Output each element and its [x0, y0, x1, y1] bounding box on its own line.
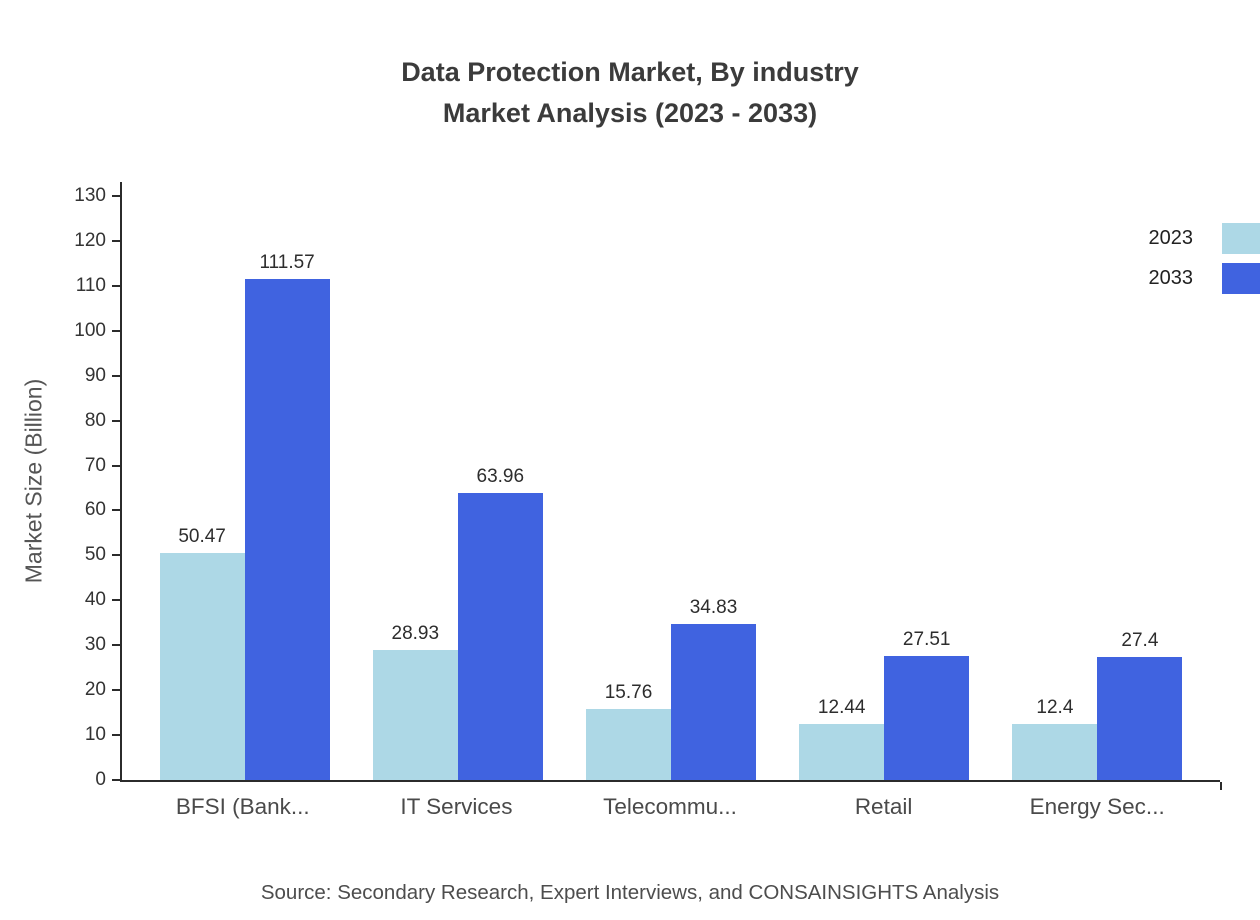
y-tick-label: 130	[74, 185, 106, 206]
bar-group: 12.44 27.51	[778, 629, 991, 780]
y-tick-mark	[112, 599, 120, 602]
y-tick-label: 20	[84, 679, 106, 701]
y-tick-mark	[112, 734, 120, 737]
bars-container: 50.47 111.57 28.93 63.96 15.76 34.83 12.44 27.5…	[122, 182, 1220, 780]
bar-2023: 15.76	[586, 682, 671, 780]
bar-group: 15.76 34.83	[564, 597, 777, 780]
y-tick-mark	[112, 374, 120, 377]
bar-2023: 50.47	[159, 526, 245, 780]
bar-2023: 12.4	[1012, 697, 1098, 780]
bar-value-label: 27.51	[902, 629, 951, 651]
y-tick-mark	[112, 644, 120, 647]
x-axis-labels: BFSI (Bank... IT Services Telecommu... Reta…	[120, 794, 1220, 820]
chart-title: Data Protection Market, By industry Mark…	[0, 52, 1260, 134]
y-tick-mark	[112, 239, 120, 242]
bar-group: 12.4 27.4	[991, 630, 1204, 780]
legend-label: 2033	[1148, 266, 1194, 289]
bar-2033: 27.51	[884, 629, 970, 780]
bar-value-label: 111.57	[259, 251, 315, 273]
x-axis-label: Telecommu...	[603, 794, 737, 819]
y-tick-mark	[112, 419, 120, 422]
bar-group: 28.93 63.96	[351, 466, 564, 780]
bar-group: 50.47 111.57	[138, 252, 351, 780]
y-tick-label: 120	[74, 229, 106, 251]
y-tick-label: 30	[84, 634, 106, 656]
legend-label: 2023	[1148, 226, 1194, 249]
bar-value-label: 28.93	[391, 623, 440, 645]
bar-value-label: 50.47	[178, 526, 226, 548]
y-tick-label: 110	[75, 274, 106, 296]
legend-item-2033: 2033	[1149, 258, 1260, 298]
y-tick-label: 60	[84, 499, 106, 521]
bar-value-label: 12.44	[817, 697, 866, 719]
y-tick-label: 100	[74, 319, 106, 341]
y-tick-label: 40	[84, 589, 106, 611]
chart-title-line1: Data Protection Market, By industry	[401, 57, 859, 87]
y-tick-label: 10	[84, 724, 106, 746]
y-axis-title: Market Size (Billion)	[20, 378, 47, 584]
y-tick-mark	[112, 284, 120, 287]
y-tick-label: 50	[84, 544, 106, 566]
y-tick-mark	[112, 329, 120, 332]
bar-value-label: 27.4	[1121, 629, 1159, 651]
chart-title-line2: Market Analysis (2023 - 2033)	[442, 98, 818, 128]
y-tick-mark	[112, 689, 120, 692]
y-tick-label: 90	[84, 364, 106, 386]
x-axis-label: Energy Sec...	[1029, 794, 1165, 819]
legend-item-2023: 2023	[1149, 218, 1260, 258]
y-tick-mark	[112, 554, 120, 557]
y-tick-mark	[112, 779, 120, 781]
source-note: Source: Secondary Research, Expert Inter…	[260, 881, 1000, 904]
legend-swatch	[1222, 262, 1260, 294]
x-axis-label: BFSI (Bank...	[175, 794, 310, 819]
y-tick-mark	[112, 509, 120, 512]
bar-value-label: 63.96	[476, 465, 525, 487]
x-axis-end-tick	[1220, 782, 1222, 790]
bar-2033: 27.4	[1097, 630, 1183, 780]
bar-2033: 63.96	[457, 466, 543, 780]
x-axis-label: Retail	[854, 794, 913, 819]
y-tick-mark	[112, 195, 120, 197]
bar-2023: 12.44	[799, 697, 885, 780]
y-tick-label: 70	[84, 454, 106, 476]
bar-2033: 111.57	[244, 252, 330, 780]
x-axis-label: IT Services	[400, 794, 513, 819]
plot-area: 0 10 20 30 40 50 60 70 80 90 100 110 120 130 50.47 111…	[74, 182, 1222, 790]
legend: 2023 2033	[1149, 218, 1260, 298]
y-tick-mark	[112, 464, 120, 467]
bar-value-label: 34.83	[689, 596, 738, 618]
legend-swatch	[1222, 222, 1260, 254]
bar-2023: 28.93	[372, 623, 458, 780]
bar-value-label: 15.76	[604, 682, 653, 704]
bar-2033: 34.83	[671, 597, 756, 780]
y-tick-label: 80	[84, 409, 106, 431]
bar-value-label: 12.4	[1036, 697, 1074, 719]
y-tick-label: 0	[95, 769, 106, 790]
